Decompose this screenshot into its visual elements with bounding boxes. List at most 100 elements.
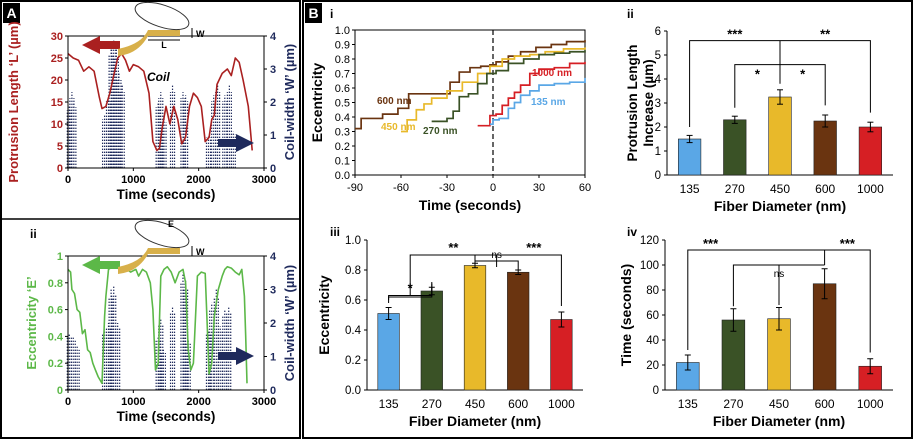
y-tick-label: 80 (646, 285, 659, 297)
series-line-eccentricity (67, 265, 248, 385)
bar-450 (463, 265, 487, 391)
y-tick-label: 20 (646, 360, 659, 372)
x-tick-label: 135 (680, 182, 700, 196)
left-axis-arrow (82, 256, 120, 274)
y-axis-title: Increase (µm) (641, 59, 656, 146)
series-label: 135 nm (531, 97, 566, 108)
y-tick-label: 100 (640, 260, 659, 272)
step-line-1000nm (477, 61, 586, 127)
y-tick-label: 0.5 (335, 98, 350, 110)
Biv-group: 0 20 40 60 80 100 120 135 270 450 600 1000 Fiber Dia… (618, 235, 893, 429)
y-tick-label: 0.2 (345, 355, 361, 367)
y-tick-label: 15 (51, 97, 63, 109)
right-axis-arrow (218, 347, 254, 365)
x-axis-title: Time (seconds) (117, 409, 216, 424)
y2-axis-title: Coil-width ‘W’ (µm) (282, 44, 297, 161)
significance-label: ns (491, 250, 502, 261)
y-tick-label: 0.0 (345, 385, 361, 397)
bar-1000 (858, 126, 882, 176)
y2-tick-label: 3 (270, 64, 276, 76)
panel-a-label: A (6, 5, 16, 21)
x-tick-label: 135 (379, 397, 399, 411)
x-tick-label: 3000 (252, 396, 276, 408)
y2-tick-label: 1 (270, 130, 276, 142)
panel-b-label: B (308, 5, 318, 21)
y-tick-label: 0.8 (335, 54, 350, 66)
y-tick-label: 0 (57, 385, 63, 397)
significance-label: *** (703, 236, 719, 251)
y-axis-title: Time (seconds) (618, 264, 634, 366)
x-tick-label: -30 (439, 182, 455, 194)
y-tick-label: 0 (655, 170, 661, 182)
significance-bracket (409, 254, 562, 306)
series-label: 450 nm (381, 122, 416, 133)
width-label: W (196, 29, 205, 39)
bar-135 (377, 313, 400, 391)
y-axis-title: Protrusion Length ‘L’ (µm) (6, 21, 21, 182)
significance-label: ** (820, 27, 831, 42)
bar-270 (723, 119, 747, 176)
step-line-135nm (489, 77, 586, 126)
x-tick-label: 60 (579, 182, 591, 194)
y-tick-label: 4 (655, 74, 662, 86)
y-tick-label: 25 (51, 53, 63, 65)
x-tick-label: 600 (815, 397, 835, 411)
x-tick-label: 270 (723, 397, 743, 411)
x-tick-label: 1000 (857, 397, 884, 411)
y-tick-label: 30 (51, 31, 63, 43)
y-axis-title: Eccentricity ‘E’ (24, 276, 39, 369)
y-tick-label: 0 (653, 385, 659, 397)
eccentricity-label: E (168, 219, 174, 229)
significance-bracket (475, 260, 519, 270)
x-tick-label: 2000 (186, 396, 210, 408)
y-tick-label: 3 (655, 98, 661, 110)
significance-label: *** (526, 240, 542, 255)
bar-135 (677, 138, 702, 176)
x-axis-title: Time (seconds) (117, 187, 216, 202)
y-tick-label: 0.4 (335, 112, 350, 124)
bar-1000 (550, 319, 573, 391)
bar-450 (768, 96, 792, 176)
coil-ellipse (134, 1, 190, 31)
y-tick-label: 1 (57, 251, 63, 263)
x-tick-label: 1000 (121, 174, 145, 186)
x-tick-label: 270 (422, 397, 442, 411)
series-label: 600 nm (377, 96, 412, 107)
y-tick-label: 0.6 (48, 305, 63, 317)
series-line-protrusion-length (67, 52, 253, 152)
x-axis-title: Fiber Diameter (nm) (714, 198, 846, 214)
x-tick-label: 135 (678, 397, 698, 411)
y2-tick-label: 0 (270, 385, 276, 397)
y-tick-label: 0.8 (345, 265, 361, 277)
y2-tick-label: 0 (270, 163, 276, 175)
x-tick-label: 450 (769, 397, 789, 411)
length-label: L (161, 40, 167, 50)
panel-b-frame (302, 0, 913, 439)
x-tick-label: 600 (508, 397, 528, 411)
significance-label: ns (774, 269, 785, 280)
y2-tick-label: 4 (270, 251, 277, 263)
Ai-group: 0 5 10 15 20 25 30 0 1 2 3 4 0 1000 2000 3000 Time (seco… (6, 1, 297, 202)
y-tick-label: 0.1 (335, 156, 350, 168)
bar-600 (507, 271, 530, 391)
coil-ellipse (134, 219, 190, 249)
eccentricity-diagram: EW (118, 219, 205, 274)
step-line-270nm (431, 50, 586, 123)
x-tick-label: 1000 (548, 397, 575, 411)
y2-axis-title: Coil-width ‘W’ (µm) (282, 265, 297, 382)
protrusion-shape (118, 30, 180, 56)
y2-tick-label: 3 (270, 285, 276, 297)
sublabel-bii: ii (627, 7, 634, 21)
right-axis-arrow (218, 134, 254, 152)
y-tick-label: 0.8 (48, 278, 63, 290)
y-axis-title: Protrusion Length (625, 45, 640, 162)
y-tick-label: 20 (51, 75, 63, 87)
sublabel-ai: i (30, 7, 33, 21)
panel-b-label-bg (305, 3, 322, 23)
y-tick-label: 0.2 (335, 141, 350, 153)
x-tick-label: 30 (533, 182, 545, 194)
Bi-group: 0.0 0.1 0.2 0.3 0.4 0.5 0.6 0.7 0.8 0.9 1.0 -90 -60 -… (309, 25, 591, 213)
